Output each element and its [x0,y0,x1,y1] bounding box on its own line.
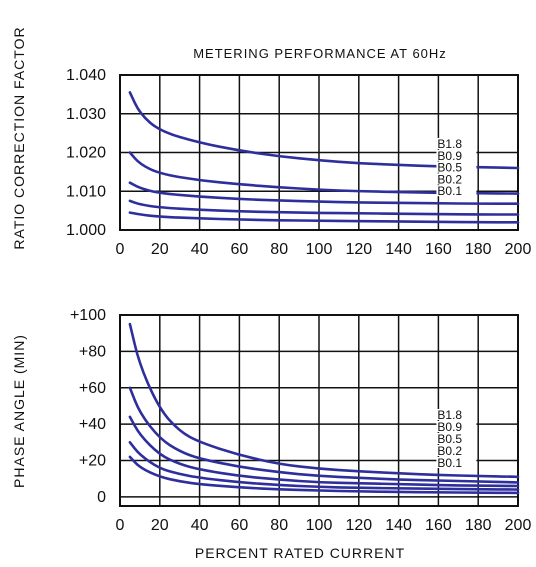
burden-label: B0.9 [437,420,462,434]
burden-label-bg [436,409,477,420]
burden-label-bg [436,185,477,197]
series-line-b0-2 [128,441,520,491]
x-tick-label: 160 [425,517,452,534]
y-tick-label: +60 [79,380,106,397]
burden-label: B0.5 [437,161,462,175]
y-tick-label: +80 [79,343,106,360]
x-tick-label: 140 [385,517,412,534]
series-line-b0-1 [128,455,520,495]
burden-label-bg [436,161,477,173]
y-tick-label: 1.030 [66,106,106,123]
x-tick-label: 140 [385,241,412,258]
y-tick-label: +40 [79,416,106,433]
series-line-b0-2 [128,199,520,216]
series-line-b0-9 [128,386,520,484]
y-tick-label: 1.010 [66,183,106,200]
x-tick-label: 120 [345,517,372,534]
x-tick-label: 160 [425,241,452,258]
x-tick-label: 0 [116,517,125,534]
burden-label: B0.9 [437,149,462,163]
burden-label: B0.1 [437,184,462,198]
y-tick-label: 1.040 [66,67,106,84]
x-tick-label: 200 [505,517,532,534]
burden-label: B0.2 [437,444,462,458]
y-axis-label-phase-angle: PHASE ANGLE (MIN) [11,334,27,488]
x-tick-label: 100 [306,241,333,258]
series-line-b0-5 [128,415,520,488]
burden-label: B0.1 [437,456,462,470]
x-tick-label: 200 [505,241,532,258]
x-tick-label: 20 [151,517,169,534]
series-line-b1-8 [128,322,520,479]
x-tick-label: 60 [231,241,249,258]
x-tick-label: 40 [191,241,209,258]
burden-label-bg [436,138,477,149]
burden-label: B0.5 [437,432,462,446]
phase-angle-chart: 0 20 40 60 80 100 120 140 160 180 200 0 +20 +40 +60 +80… [70,307,531,534]
series-line-b0-1 [128,211,520,224]
ratio-correction-chart: 0 20 40 60 80 100 120 140 160 180 200 1.000 1.010 1.0… [66,67,531,258]
burden-label: B0.2 [437,172,462,186]
burden-label-bg [436,421,477,432]
x-tick-label: 0 [116,241,125,258]
burden-label-bg [436,445,477,456]
x-tick-label: 100 [306,517,333,534]
y-tick-label: 1.000 [66,222,106,239]
burden-label-bg [436,149,477,161]
x-tick-label: 80 [270,241,288,258]
x-tick-label: 20 [151,241,169,258]
x-tick-label: 120 [345,241,372,258]
y-tick-label: 1.020 [66,145,106,162]
chart-title: METERING PERFORMANCE AT 60Hz [193,46,447,61]
burden-label: B1.8 [437,137,462,151]
y-tick-label: +20 [79,453,106,470]
burden-label-bg [436,457,477,468]
x-axis-label: PERCENT RATED CURRENT [195,545,405,561]
x-tick-label: 180 [465,241,492,258]
x-tick-label: 60 [231,517,249,534]
series-line-b0-5 [128,181,520,206]
x-tick-label: 80 [270,517,288,534]
y-tick-label: 0 [97,489,106,506]
burden-label-bg [436,433,477,444]
y-axis-label-ratio-correction-factor: RATIO CORRECTION FACTOR [11,26,27,249]
x-tick-label: 40 [191,517,209,534]
burden-label: B1.8 [437,408,462,422]
y-tick-label: +100 [70,307,106,324]
burden-label-bg [436,173,477,185]
x-tick-label: 180 [465,517,492,534]
